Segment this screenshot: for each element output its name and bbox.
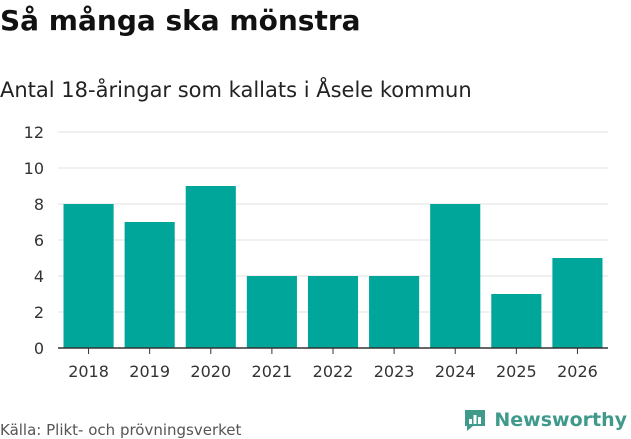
y-tick-label: 12 [24, 123, 44, 142]
x-tick-label: 2026 [557, 362, 598, 381]
brand-logo: Newsworthy [462, 407, 627, 433]
y-tick-label: 0 [34, 339, 44, 358]
bar [369, 276, 420, 348]
x-tick-label: 2019 [129, 362, 170, 381]
x-tick-label: 2022 [313, 362, 354, 381]
bar-chart: 0 2 4 6 8 10 12 2018 2019 2020 2021 2022 2023 2024 202… [24, 123, 608, 381]
y-tick-label: 10 [24, 159, 44, 178]
y-tick-label: 4 [34, 267, 44, 286]
bar [307, 276, 359, 348]
bar [552, 258, 603, 348]
x-tick-label: 2021 [252, 362, 293, 381]
newsworthy-logo-icon [465, 410, 486, 431]
chart-title: Så många ska mönstra [0, 4, 361, 37]
y-tick-label: 2 [34, 303, 44, 322]
brand-name: Newsworthy [494, 409, 627, 431]
chart-subtitle: Antal 18-åringar som kallats i Åsele kom… [0, 78, 472, 102]
bar [63, 204, 114, 348]
x-tick-label: 2018 [68, 362, 109, 381]
x-tick-label: 2024 [435, 362, 476, 381]
x-tick-label: 2023 [374, 362, 415, 381]
x-tick-label: 2025 [496, 362, 537, 381]
bar [185, 186, 236, 348]
bar [246, 276, 297, 348]
source-note: Källa: Plikt- och prövningsverket [0, 421, 242, 439]
bar [430, 204, 481, 348]
bar [491, 294, 542, 348]
y-tick-label: 8 [34, 195, 44, 214]
bar [124, 222, 175, 348]
y-tick-label: 6 [34, 231, 44, 250]
x-tick-label: 2020 [190, 362, 231, 381]
